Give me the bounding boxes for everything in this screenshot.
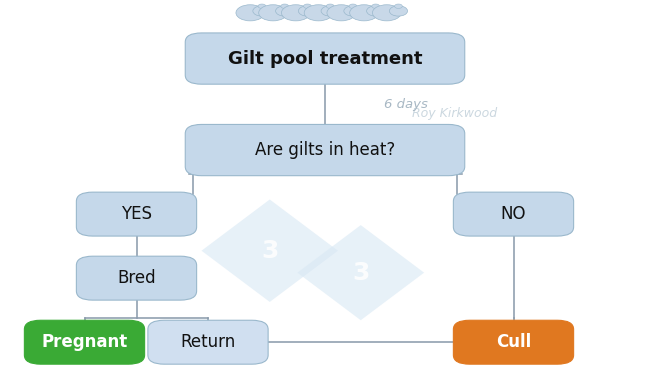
Circle shape [298,6,317,16]
Text: 6 days: 6 days [384,98,428,111]
Circle shape [395,4,402,8]
FancyBboxPatch shape [25,320,144,364]
Text: Cull: Cull [496,333,531,351]
Text: YES: YES [121,205,152,223]
Circle shape [372,4,380,8]
Text: 3: 3 [261,239,278,263]
Text: NO: NO [500,205,526,223]
Circle shape [326,4,334,8]
Text: Roy Kirkwood: Roy Kirkwood [413,107,497,120]
Circle shape [321,6,339,16]
Circle shape [367,6,385,16]
Circle shape [259,5,287,21]
Circle shape [281,5,310,21]
Circle shape [253,6,271,16]
FancyBboxPatch shape [454,192,573,236]
FancyBboxPatch shape [148,320,268,364]
Text: 3: 3 [352,261,369,285]
Circle shape [350,5,378,21]
Circle shape [236,5,265,21]
Circle shape [276,6,294,16]
FancyBboxPatch shape [77,192,196,236]
Circle shape [304,5,333,21]
Text: Are gilts in heat?: Are gilts in heat? [255,141,395,159]
Circle shape [281,4,289,8]
Circle shape [327,5,356,21]
FancyBboxPatch shape [185,124,465,176]
Circle shape [304,4,311,8]
Polygon shape [298,225,424,320]
Circle shape [258,4,266,8]
Text: Bred: Bred [117,269,156,287]
Circle shape [389,6,408,16]
FancyBboxPatch shape [77,256,196,300]
Text: Gilt pool treatment: Gilt pool treatment [227,49,422,68]
Polygon shape [202,199,338,302]
Text: Return: Return [181,333,235,351]
FancyBboxPatch shape [454,320,573,364]
Circle shape [372,5,401,21]
FancyBboxPatch shape [185,33,465,84]
Circle shape [349,4,357,8]
Text: Pregnant: Pregnant [42,333,127,351]
Circle shape [344,6,362,16]
